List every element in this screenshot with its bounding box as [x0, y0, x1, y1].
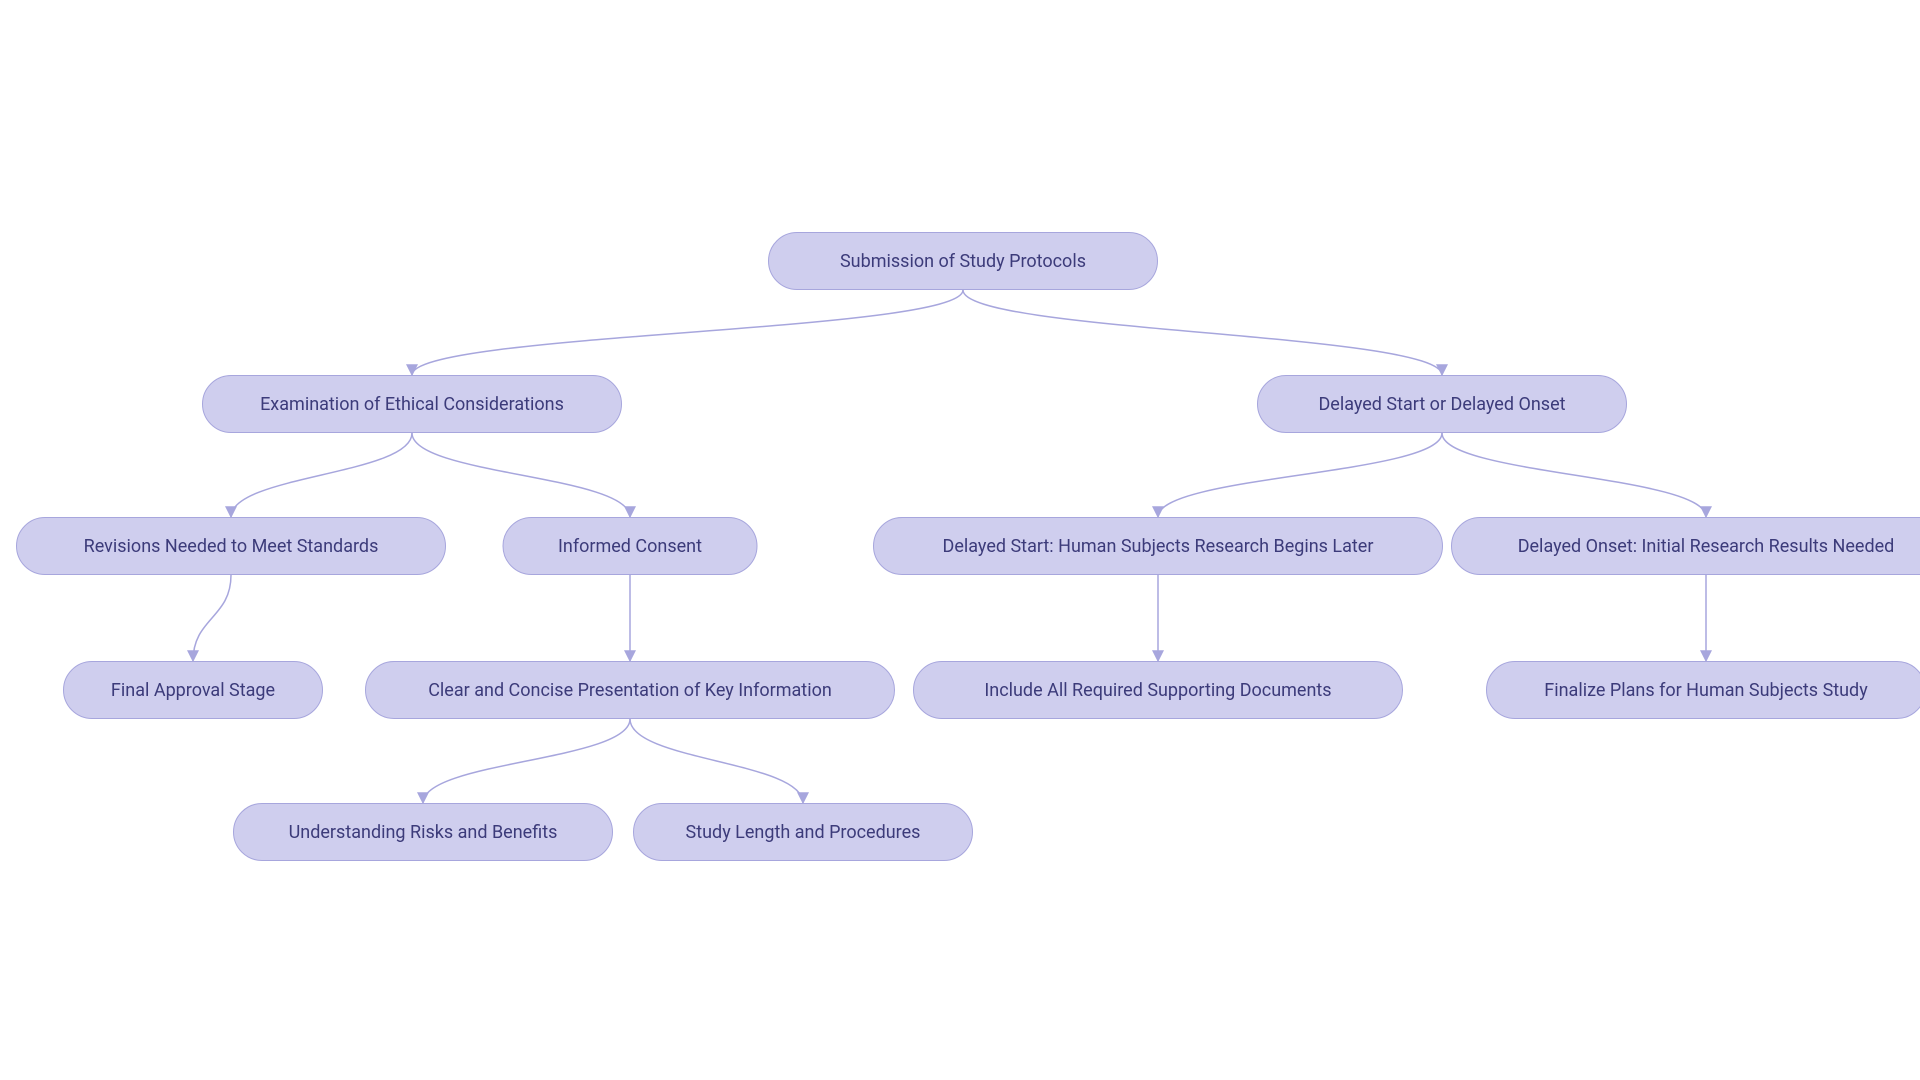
node-plans: Finalize Plans for Human Subjects Study [1486, 661, 1920, 719]
node-delay: Delayed Start or Delayed Onset [1257, 375, 1627, 433]
node-ethics: Examination of Ethical Considerations [202, 375, 622, 433]
node-clear: Clear and Concise Presentation of Key In… [365, 661, 895, 719]
edge-clear-length [630, 719, 803, 803]
node-label: Include All Required Supporting Document… [984, 680, 1331, 701]
node-rev: Revisions Needed to Meet Standards [16, 517, 446, 575]
edge-delay-dstart [1158, 433, 1442, 517]
node-label: Clear and Concise Presentation of Key In… [428, 680, 832, 701]
node-label: Submission of Study Protocols [840, 251, 1086, 272]
edge-clear-risks [423, 719, 630, 803]
node-label: Revisions Needed to Meet Standards [84, 536, 379, 557]
edge-delay-donset [1442, 433, 1706, 517]
node-label: Delayed Start or Delayed Onset [1318, 394, 1565, 415]
node-label: Understanding Risks and Benefits [289, 822, 558, 843]
node-length: Study Length and Procedures [633, 803, 973, 861]
node-label: Examination of Ethical Considerations [260, 394, 564, 415]
node-label: Final Approval Stage [111, 680, 275, 701]
edge-root-delay [963, 290, 1442, 375]
node-label: Delayed Start: Human Subjects Research B… [943, 536, 1374, 557]
node-label: Informed Consent [558, 536, 702, 557]
node-donset: Delayed Onset: Initial Research Results … [1451, 517, 1920, 575]
node-docs: Include All Required Supporting Document… [913, 661, 1403, 719]
flowchart-canvas: Submission of Study Protocols Examination… [0, 0, 1920, 1080]
node-label: Study Length and Procedures [686, 822, 921, 843]
node-dstart: Delayed Start: Human Subjects Research B… [873, 517, 1443, 575]
edge-ethics-consent [412, 433, 630, 517]
node-consent: Informed Consent [503, 517, 758, 575]
edge-rev-final [193, 575, 231, 661]
edge-root-ethics [412, 290, 963, 375]
node-risks: Understanding Risks and Benefits [233, 803, 613, 861]
node-final: Final Approval Stage [63, 661, 323, 719]
node-label: Finalize Plans for Human Subjects Study [1544, 680, 1867, 701]
node-label: Delayed Onset: Initial Research Results … [1518, 536, 1895, 557]
edge-ethics-rev [231, 433, 412, 517]
node-root: Submission of Study Protocols [768, 232, 1158, 290]
